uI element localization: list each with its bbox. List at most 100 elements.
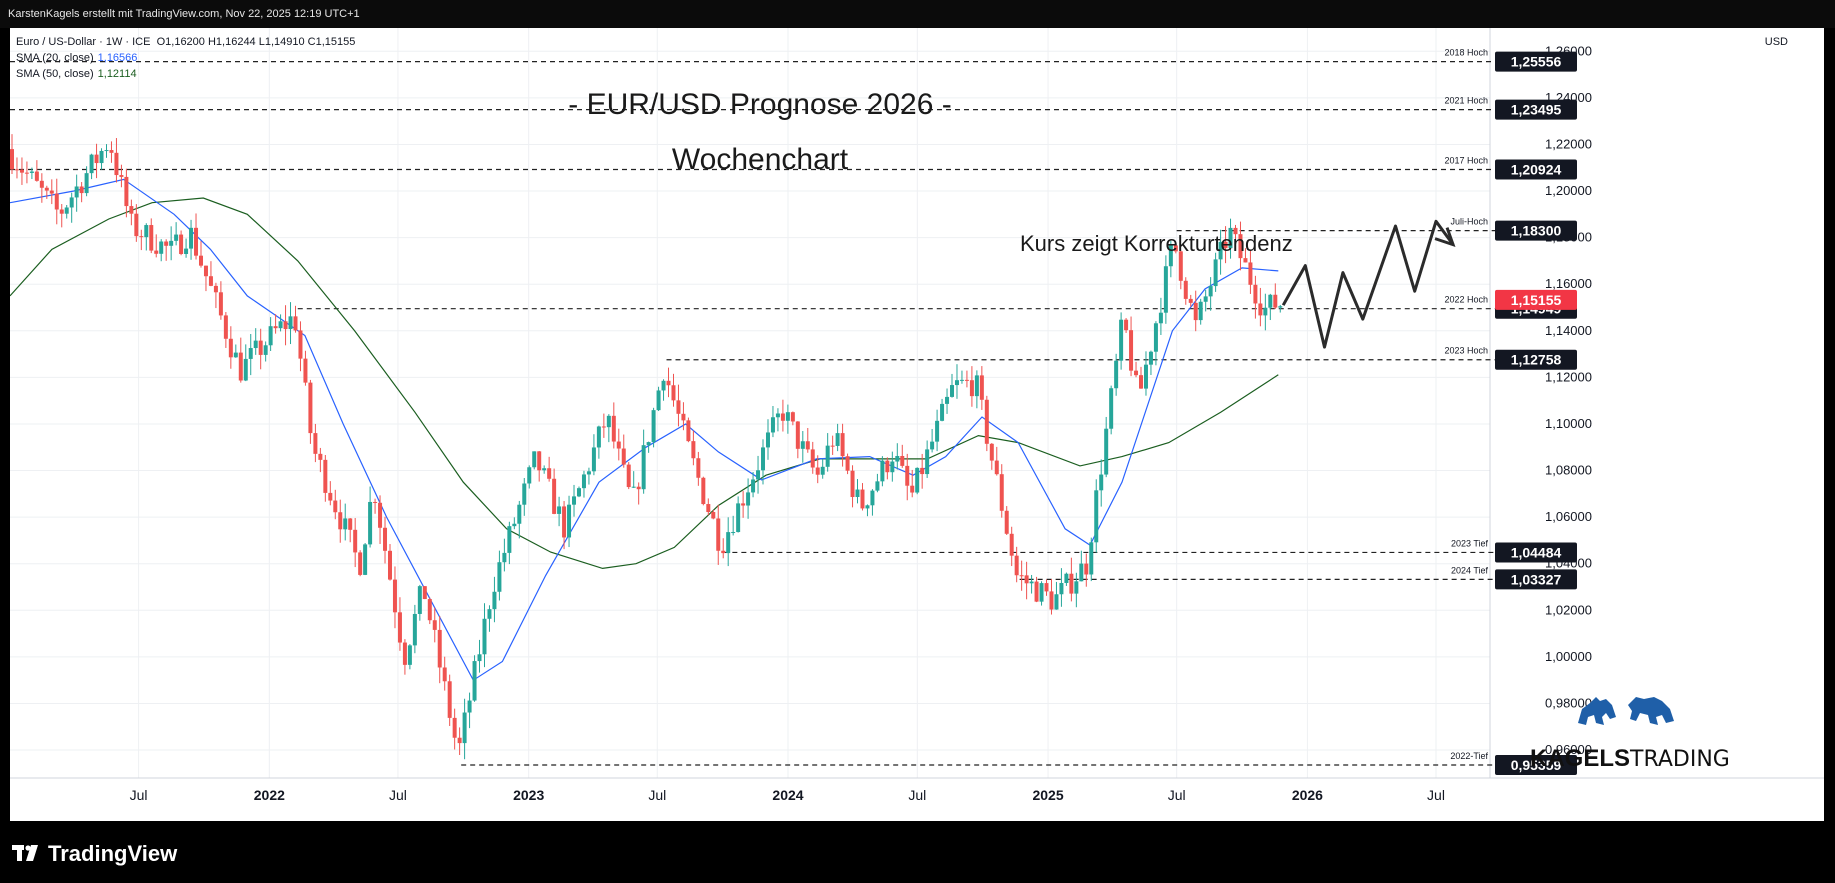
- candle-body: [626, 464, 631, 488]
- candle-body: [815, 467, 820, 475]
- forecast-path: [1281, 219, 1455, 349]
- candle-body: [1173, 245, 1178, 252]
- candle-body: [711, 511, 716, 519]
- candle-body: [392, 579, 397, 613]
- candle-body: [129, 206, 134, 214]
- candle-body: [1233, 227, 1238, 235]
- candle-body: [1168, 245, 1173, 267]
- chart-title-annotation: - EUR/USD Prognose 2026 -: [568, 88, 952, 121]
- candle-body: [189, 227, 194, 249]
- candle-body: [979, 375, 984, 400]
- candle-body: [1139, 375, 1144, 389]
- candle-body: [373, 501, 378, 503]
- candle-body: [402, 642, 407, 665]
- candle-body: [686, 420, 691, 442]
- candle-body: [457, 737, 462, 744]
- time-tick-label: Jul: [389, 787, 407, 803]
- candle-body: [621, 448, 626, 465]
- candle-body: [845, 456, 850, 471]
- level-label: 2021 Hoch: [1444, 96, 1488, 106]
- candle-body: [1109, 388, 1114, 429]
- candle-body: [114, 152, 119, 176]
- candle-body: [1153, 323, 1158, 352]
- price-label-box: [1495, 754, 1577, 775]
- candle-body: [1148, 351, 1153, 365]
- candle-body: [820, 466, 825, 475]
- candle-body: [1178, 251, 1183, 281]
- candle-body: [378, 502, 383, 528]
- candle-body: [387, 550, 392, 580]
- candle-body: [139, 236, 144, 238]
- candle-body: [1193, 302, 1198, 321]
- candle-body: [542, 468, 547, 471]
- candle-body: [671, 385, 676, 401]
- candle-body: [338, 512, 343, 530]
- candle-body: [581, 474, 586, 489]
- candle-body: [44, 187, 49, 191]
- candle-body: [417, 586, 422, 614]
- price-label-box: [1495, 159, 1577, 180]
- candle-body: [969, 380, 974, 397]
- candle-body: [273, 326, 278, 329]
- time-tick-label: Jul: [648, 787, 666, 803]
- price-chart[interactable]: 1,260001,240001,220001,200001,180001,160…: [10, 28, 1824, 821]
- candle-body: [741, 503, 746, 506]
- candle-body: [198, 255, 203, 266]
- candle-body: [497, 562, 502, 592]
- current-price-box: [1495, 289, 1577, 310]
- candle-body: [223, 315, 228, 339]
- level-label: 2023 Hoch: [1444, 346, 1488, 356]
- price-tick-label: 0,96000: [1545, 742, 1592, 757]
- candle-body: [333, 500, 338, 513]
- candle-body: [99, 150, 104, 164]
- candle-body: [920, 467, 925, 475]
- candle-body: [1119, 319, 1124, 361]
- candle-body: [1034, 581, 1039, 602]
- candle-body: [452, 717, 457, 738]
- candle-body: [835, 433, 840, 446]
- candle-body: [447, 681, 452, 718]
- tradingview-logo[interactable]: TradingView: [12, 841, 177, 867]
- candle-body: [179, 234, 184, 254]
- price-tick-label: 1,20000: [1545, 183, 1592, 198]
- price-tick-label: 1,12000: [1545, 369, 1592, 384]
- price-label-box: [1495, 542, 1577, 563]
- price-label-text: 0,95359: [1511, 757, 1562, 773]
- level-label: 2022 Hoch: [1444, 295, 1488, 305]
- candle-body: [1064, 573, 1069, 583]
- candle-body: [830, 445, 835, 447]
- candle-body: [959, 379, 964, 381]
- legend-symbol: Euro / US-Dollar · 1W · ICE: [16, 36, 151, 48]
- candle-body: [313, 433, 318, 454]
- candle-body: [243, 358, 248, 381]
- currency-label[interactable]: USD: [1764, 36, 1788, 48]
- candle-body: [984, 399, 989, 444]
- candle-body: [1004, 510, 1009, 534]
- current-price-text: 1,15155: [1511, 292, 1562, 308]
- candle-body: [283, 321, 288, 330]
- candle-body: [233, 352, 238, 358]
- candle-body: [691, 441, 696, 459]
- candle-body: [288, 316, 293, 330]
- chart-panel[interactable]: 1,260001,240001,220001,200001,180001,160…: [10, 28, 1824, 821]
- time-tick-label: Jul: [1427, 787, 1445, 803]
- level-label: 2018 Hoch: [1444, 48, 1488, 58]
- candle-body: [636, 486, 641, 490]
- candle-body: [1248, 262, 1253, 285]
- candle-body: [805, 441, 810, 450]
- candle-body: [49, 190, 54, 194]
- price-label-box: [1495, 220, 1577, 241]
- candle-body: [1134, 370, 1139, 376]
- price-label-text: 1,25556: [1511, 54, 1562, 70]
- candle-body: [606, 415, 611, 428]
- candle-body: [527, 467, 532, 484]
- price-label-text: 1,04484: [1511, 544, 1562, 560]
- price-label-text: 1,20924: [1511, 162, 1562, 178]
- candle-body: [1114, 360, 1119, 389]
- candle-body: [1158, 312, 1163, 324]
- candle-body: [512, 523, 517, 527]
- candle-body: [825, 445, 830, 467]
- logo-text-light: TRADING: [1630, 747, 1730, 772]
- candle-body: [134, 213, 139, 237]
- chart-subtitle-annotation: Wochenchart: [671, 143, 849, 176]
